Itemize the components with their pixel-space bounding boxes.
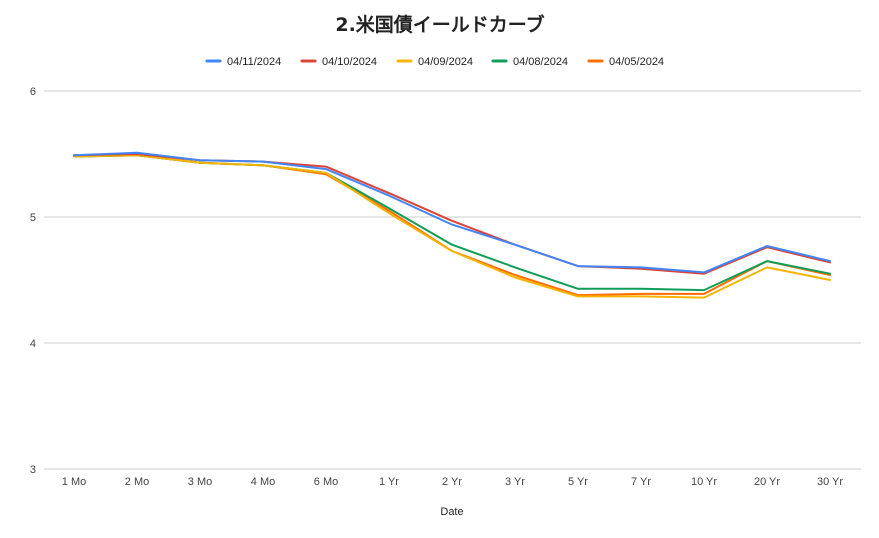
x-tick-label: 7 Yr <box>631 476 651 488</box>
series-line-2 <box>73 154 831 299</box>
legend: 04/11/2024 04/10/2024 04/09/2024 04/08/2024… <box>205 56 664 68</box>
chart-title: 2.米国債イールドカーブ <box>335 13 544 36</box>
series-line-0 <box>73 151 831 274</box>
legend-label-1: 04/10/2024 <box>322 56 377 68</box>
y-tick-label: 4 <box>30 338 36 350</box>
x-tick-label: 3 Yr <box>505 476 525 488</box>
gridlines <box>44 90 861 470</box>
y-axis-ticks: 3 4 5 6 <box>30 86 36 476</box>
x-tick-label: 2 Yr <box>442 476 462 488</box>
x-tick-label: 1 Yr <box>379 476 399 488</box>
series-line-1 <box>73 153 831 275</box>
x-tick-label: 6 Mo <box>314 476 338 488</box>
legend-label-3: 04/08/2024 <box>513 56 568 68</box>
x-tick-label: 3 Mo <box>188 476 212 488</box>
legend-label-2: 04/09/2024 <box>418 56 473 68</box>
x-tick-label: 4 Mo <box>251 476 275 488</box>
x-tick-label: 5 Yr <box>568 476 588 488</box>
x-axis-ticks: 1 Mo 2 Mo 3 Mo 4 Mo 6 Mo 1 Yr 2 Yr 3 Yr 5 Yr 7 Yr… <box>62 476 844 488</box>
legend-label-0: 04/11/2024 <box>227 56 281 68</box>
y-tick-label: 6 <box>30 86 36 98</box>
series-lines <box>73 151 831 299</box>
x-tick-label: 1 Mo <box>62 476 86 488</box>
x-axis-label: Date <box>440 506 463 518</box>
y-tick-label: 3 <box>30 464 36 476</box>
y-tick-label: 5 <box>30 212 36 224</box>
legend-label-4: 04/05/2024 <box>609 56 664 68</box>
x-tick-label: 10 Yr <box>691 476 717 488</box>
series-line-3 <box>73 154 831 292</box>
x-tick-label: 30 Yr <box>817 476 843 488</box>
x-tick-label: 20 Yr <box>754 476 780 488</box>
x-tick-label: 2 Mo <box>125 476 149 488</box>
